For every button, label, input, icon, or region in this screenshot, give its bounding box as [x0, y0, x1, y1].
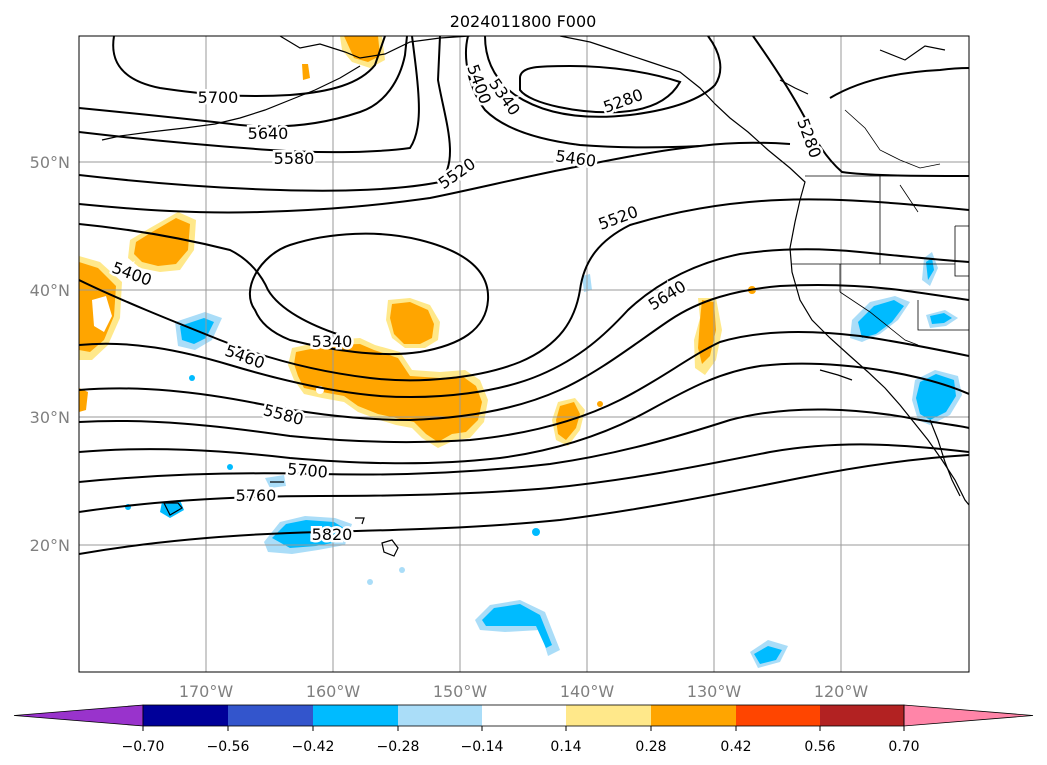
colorbar-swatch [482, 705, 566, 726]
contour-label: 5700 [286, 459, 328, 481]
colorbar-tick-label: 0.56 [804, 739, 835, 755]
colorbar-extend-max [903, 704, 1034, 727]
lon-label: 120°W [814, 682, 869, 701]
colorbar-swatch [398, 705, 482, 726]
colorbar-tick-label: −0.42 [292, 739, 335, 755]
lat-label: 20°N [30, 536, 70, 555]
colorbar-swatch [313, 705, 398, 726]
height-contours [79, 36, 969, 555]
colorbar-tick-label: −0.14 [461, 739, 504, 755]
colorbar-tick-label: 0.14 [550, 739, 581, 755]
colorbar-tick-label: 0.42 [720, 739, 751, 755]
colorbar-tick-label: 0.28 [635, 739, 666, 755]
colorbar-tick-label: −0.70 [122, 739, 165, 755]
colorbar-tick-label: 0.70 [888, 739, 919, 755]
contour-label: 5340 [312, 332, 353, 351]
contour-label: 5700 [198, 88, 239, 107]
colorbar-tick-label: −0.28 [377, 739, 420, 755]
longitude-labels: 170°W 160°W 150°W 140°W 130°W 120°W [179, 682, 869, 701]
contour-label: 5580 [274, 149, 315, 168]
colorbar-tick-marks [142, 726, 905, 731]
lat-label: 50°N [30, 153, 70, 172]
negative-anomaly-shading [125, 252, 962, 668]
lon-label: 170°W [179, 682, 234, 701]
colorbar-swatch [228, 705, 313, 726]
colorbar-tick-label: −0.56 [207, 739, 250, 755]
colorbar-swatch [651, 705, 736, 726]
contour-label: 5820 [312, 525, 353, 544]
figure-title: 2024011800 F000 [450, 12, 597, 31]
lat-label: 30°N [30, 408, 70, 427]
graticule [79, 36, 969, 672]
map-frame [78, 35, 970, 673]
lon-label: 150°W [433, 682, 488, 701]
lat-label: 40°N [30, 281, 70, 300]
contour-label: 5760 [236, 486, 277, 505]
lon-label: 160°W [306, 682, 361, 701]
colorbar-extend-min [13, 704, 144, 727]
map-area [79, 36, 969, 672]
colorbar: −0.70 −0.56 −0.42 −0.28 −0.14 0.14 0.28 … [13, 704, 1034, 755]
lon-label: 130°W [687, 682, 742, 701]
contour-label: 5640 [248, 124, 289, 143]
colorbar-swatch [736, 705, 820, 726]
colorbar-swatch [143, 705, 228, 726]
latitude-labels: 50°N 40°N 30°N 20°N [30, 153, 70, 555]
colorbar-swatch [820, 705, 904, 726]
lon-label: 140°W [560, 682, 615, 701]
colorbar-swatch [566, 705, 651, 726]
